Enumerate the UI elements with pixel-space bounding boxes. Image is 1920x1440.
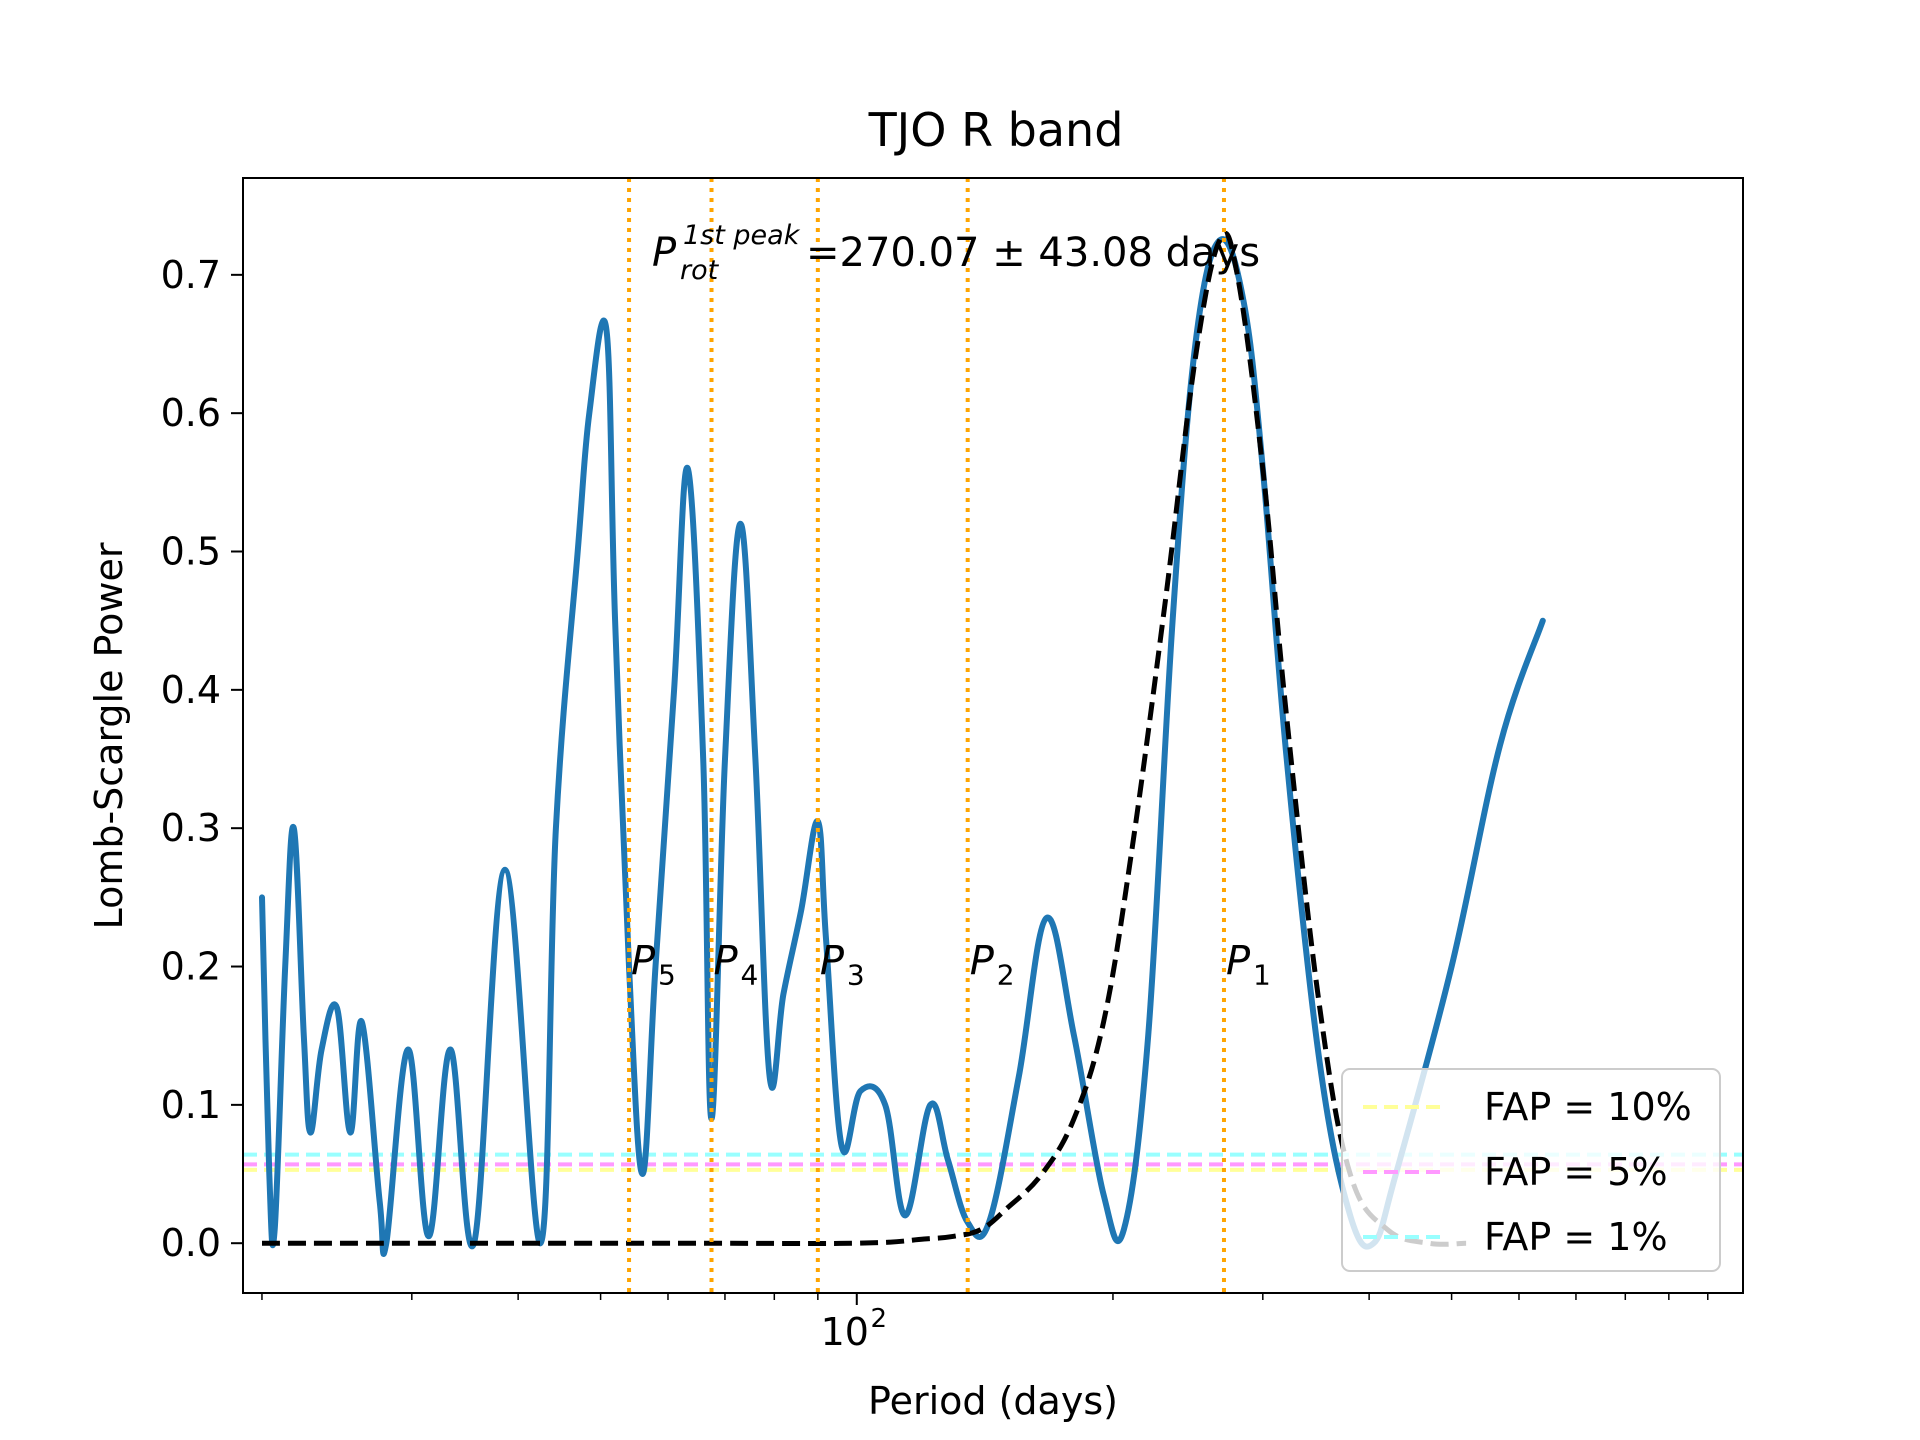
- periodogram-line: [259, 236, 1546, 1257]
- chart-title: TJO R band: [868, 103, 1124, 157]
- period-marker-subscript-1: 1: [1253, 959, 1271, 992]
- period-marker-label-5: P: [631, 939, 656, 985]
- legend-label-0: FAP = 10%: [1484, 1085, 1692, 1129]
- period-marker-label-4: P: [714, 939, 739, 985]
- rotation-period-annotation: P: [652, 230, 677, 276]
- y-tick-label: 0.1: [161, 1083, 221, 1127]
- y-tick-label: 0.6: [161, 391, 221, 435]
- period-marker-label-1: P: [1226, 939, 1251, 985]
- y-tick-label: 0.3: [161, 806, 221, 850]
- legend-box: [1341, 1068, 1721, 1272]
- y-tick-label: 0.7: [161, 253, 221, 297]
- legend-label-1: FAP = 5%: [1484, 1150, 1668, 1194]
- x-tick-label-exponent: 2: [871, 1304, 888, 1334]
- period-marker-subscript-3: 3: [847, 959, 865, 992]
- x-tick-label-base: 10: [821, 1310, 869, 1354]
- y-tick-label: 0.5: [161, 530, 221, 574]
- period-marker-subscript-5: 5: [658, 959, 676, 992]
- period-marker-label-2: P: [970, 939, 995, 985]
- period-marker-subscript-2: 2: [997, 959, 1015, 992]
- y-tick-label: 0.0: [161, 1221, 221, 1265]
- x-axis-label: Period (days): [868, 1379, 1118, 1423]
- annotation-symbol: P: [652, 230, 677, 276]
- annotation-superscript: 1st peak: [683, 220, 801, 251]
- period-marker-label-3: P: [820, 939, 845, 985]
- y-axis-label: Lomb-Scargle Power: [87, 542, 131, 929]
- y-tick-label: 0.4: [161, 668, 221, 712]
- fit-line: [262, 230, 1467, 1247]
- annotation-subscript: rot: [680, 255, 720, 286]
- legend-label-2: FAP = 1%: [1484, 1215, 1668, 1259]
- axes-frame: [242, 177, 1744, 1294]
- y-tick-label: 0.2: [161, 945, 221, 989]
- axis-ticks: 0.00.10.20.30.40.50.60.710 2: [161, 253, 1709, 1354]
- legend: FAP = 10% FAP = 5% FAP = 1%: [1341, 1068, 1721, 1272]
- annotation-value: =270.07 ± 43.08 days: [806, 230, 1260, 276]
- period-marker-subscript-4: 4: [741, 959, 759, 992]
